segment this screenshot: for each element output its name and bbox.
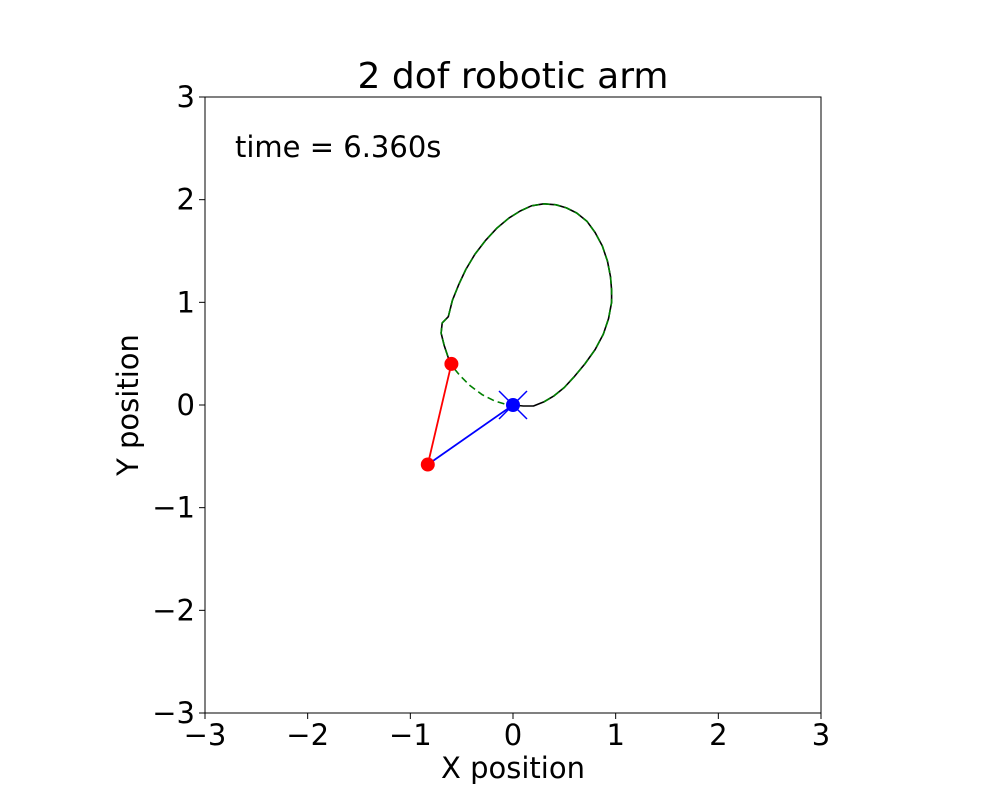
y-tick-label: 2 (177, 183, 195, 217)
x-tick-label: 3 (812, 718, 830, 752)
joint-marker-1 (444, 356, 459, 371)
joint-marker-0 (420, 457, 435, 472)
x-tick-label: 2 (709, 718, 727, 752)
x-tick-label: 1 (606, 718, 624, 752)
y-tick-label: −3 (152, 696, 195, 730)
x-tick-label: 0 (504, 718, 522, 752)
joint-marker-2 (506, 398, 520, 412)
x-tick-label: −2 (286, 718, 329, 752)
target-ellipse-line (440, 203, 613, 407)
arm-link-2 (426, 363, 453, 465)
y-tick-label: −2 (152, 593, 195, 627)
x-tick-label: −3 (184, 718, 227, 752)
y-tick-label: −1 (152, 491, 195, 525)
arm-link-1 (427, 404, 514, 466)
y-axis-label: Y position (111, 334, 145, 477)
y-tick-label: 0 (177, 388, 195, 422)
end-effector-path-line (440, 203, 613, 406)
x-tick-label: −1 (389, 718, 432, 752)
y-tick-label: 1 (177, 285, 195, 319)
y-tick-label: 3 (177, 80, 195, 114)
x-axis-label: X position (441, 751, 585, 785)
chart-title: 2 dof robotic arm (358, 56, 669, 97)
time-annotation: time = 6.360s (235, 130, 441, 164)
